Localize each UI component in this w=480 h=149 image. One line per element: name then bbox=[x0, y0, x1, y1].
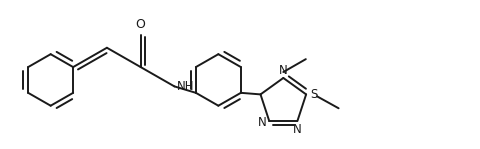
Text: S: S bbox=[309, 88, 317, 101]
Text: N: N bbox=[292, 123, 301, 136]
Text: O: O bbox=[135, 18, 145, 31]
Text: N: N bbox=[278, 64, 287, 77]
Text: NH: NH bbox=[176, 80, 193, 93]
Text: N: N bbox=[257, 117, 266, 129]
